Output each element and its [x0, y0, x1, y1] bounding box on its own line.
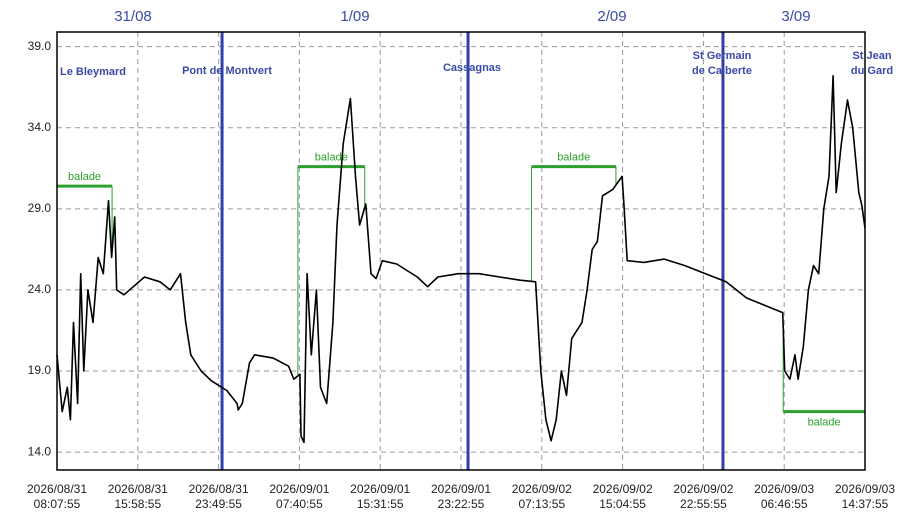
place-label: Cassagnas [443, 62, 501, 74]
place-label: Pont de Montvert [182, 65, 272, 77]
x-tick-label: 07:40:55 [276, 497, 323, 511]
x-tick-label: 2026/08/31 [27, 482, 87, 496]
y-tick-label: 29.0 [28, 201, 52, 215]
x-tick-label: 2026/09/01 [431, 482, 491, 496]
x-tick-label: 23:49:55 [195, 497, 242, 511]
y-tick-label: 39.0 [28, 39, 52, 53]
y-tick-label: 34.0 [28, 120, 52, 134]
x-tick-label: 14:37:55 [842, 497, 889, 511]
balade-label: balade [68, 171, 101, 183]
x-tick-label: 06:46:55 [761, 497, 808, 511]
y-tick-label: 19.0 [28, 363, 52, 377]
balade-label: balade [808, 417, 841, 429]
x-tick-label: 2026/09/03 [754, 482, 814, 496]
y-tick-label: 24.0 [28, 282, 52, 296]
x-tick-label: 23:22:55 [438, 497, 485, 511]
place-label: St Germain [693, 50, 752, 62]
place-label: du Gard [851, 65, 893, 77]
x-tick-label: 15:04:55 [599, 497, 646, 511]
x-tick-label: 15:31:55 [357, 497, 404, 511]
x-tick-label: 2026/09/01 [269, 482, 329, 496]
balade-label: balade [557, 152, 590, 164]
x-tick-label: 2026/09/02 [673, 482, 733, 496]
x-tick-label: 15:58:55 [114, 497, 161, 511]
balade-label: balade [315, 152, 348, 164]
place-label: de Calberte [692, 65, 752, 77]
x-tick-label: 2026/09/02 [593, 482, 653, 496]
day-label: 1/09 [340, 8, 369, 25]
x-tick-label: 2026/09/01 [350, 482, 410, 496]
day-label: 31/08 [114, 8, 152, 25]
plot-frame [56, 31, 866, 471]
day-label: 3/09 [781, 8, 810, 25]
place-label: St Jean [852, 50, 891, 62]
x-tick-label: 2026/08/31 [108, 482, 168, 496]
temperature-line [56, 75, 866, 444]
y-tick-label: 14.0 [28, 444, 52, 458]
x-tick-label: 2026/09/03 [835, 482, 895, 496]
place-label: Le Bleymard [60, 66, 126, 78]
x-tick-label: 07:13:55 [518, 497, 565, 511]
x-tick-label: 22:55:55 [680, 497, 727, 511]
day-label: 2/09 [597, 8, 626, 25]
x-tick-label: 08:07:55 [34, 497, 81, 511]
x-tick-label: 2026/09/02 [512, 482, 572, 496]
x-tick-label: 2026/08/31 [189, 482, 249, 496]
